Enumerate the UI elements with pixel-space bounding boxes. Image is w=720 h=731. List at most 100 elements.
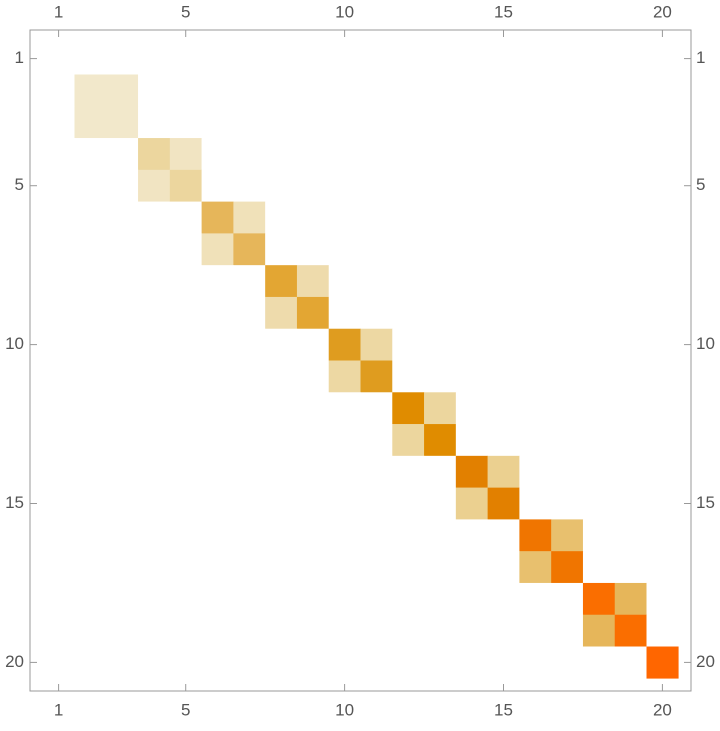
cell: [360, 296, 393, 330]
y-tick-label: 1: [696, 48, 705, 67]
cell: [296, 42, 330, 75]
cell: [296, 455, 330, 488]
cell: [74, 646, 107, 679]
cell: [74, 519, 107, 552]
cell: [582, 424, 616, 457]
cell: [106, 614, 139, 647]
cell: [392, 296, 425, 330]
cell: [392, 42, 425, 75]
cell: [392, 582, 425, 616]
cell: [360, 360, 393, 393]
cell: [646, 487, 679, 520]
cell: [455, 138, 488, 171]
cell: [614, 582, 647, 616]
cell: [360, 582, 393, 616]
cell: [201, 582, 234, 616]
cell: [582, 551, 616, 584]
cell: [74, 138, 107, 171]
cell: [233, 138, 266, 171]
cell: [138, 646, 171, 679]
cell: [106, 487, 139, 520]
cell: [424, 233, 457, 266]
cell: [360, 265, 393, 298]
cell: [42, 74, 75, 107]
cell: [551, 265, 584, 298]
cell: [360, 201, 393, 234]
cell: [582, 646, 616, 679]
cell: [169, 296, 202, 330]
cell: [296, 392, 330, 425]
cell: [265, 646, 298, 679]
cell: [265, 392, 298, 425]
cell: [106, 360, 139, 393]
cell: [201, 233, 234, 266]
cell: [74, 233, 107, 266]
cell: [201, 646, 234, 679]
cell: [392, 455, 425, 488]
cell: [265, 74, 298, 107]
cell: [106, 424, 139, 457]
cell: [551, 487, 584, 520]
cell: [296, 138, 330, 171]
cell: [646, 455, 679, 488]
cell: [74, 392, 107, 425]
cell: [424, 392, 457, 425]
cell: [455, 582, 488, 616]
cell: [106, 233, 139, 266]
cell: [487, 614, 520, 647]
cell: [233, 582, 266, 616]
cell: [582, 614, 616, 647]
cell: [519, 42, 552, 75]
cell: [614, 42, 647, 75]
cell: [328, 519, 361, 552]
cell: [614, 487, 647, 520]
cell: [233, 424, 266, 457]
cell: [424, 265, 457, 298]
cell: [519, 614, 552, 647]
cell: [106, 265, 139, 298]
cell: [487, 233, 520, 266]
frame: [29, 29, 692, 692]
cell: [296, 487, 330, 520]
cell: [455, 487, 488, 520]
x-tick-label: 10: [335, 700, 354, 719]
cell: [519, 296, 552, 330]
y-tick-label: 15: [696, 493, 715, 512]
cell: [74, 424, 107, 457]
cell: [138, 392, 171, 425]
cell: [74, 265, 107, 298]
y-tick-label: 20: [5, 652, 24, 671]
cell: [42, 582, 75, 616]
cell: [455, 424, 488, 457]
cell: [265, 42, 298, 75]
cell: [328, 551, 361, 584]
cell: [424, 201, 457, 234]
cell: [487, 360, 520, 393]
cell: [74, 106, 107, 139]
cell: [551, 646, 584, 679]
cell: [265, 519, 298, 552]
cell: [614, 646, 647, 679]
cell: [392, 74, 425, 107]
cell: [646, 582, 679, 616]
cell: [233, 360, 266, 393]
x-tick-label: 15: [494, 2, 513, 21]
cell: [328, 74, 361, 107]
cell: [265, 614, 298, 647]
cell: [646, 519, 679, 552]
cell: [424, 42, 457, 75]
cell: [265, 360, 298, 393]
x-tick-label: 20: [653, 700, 672, 719]
cell: [42, 169, 75, 202]
cell: [614, 392, 647, 425]
cell: [138, 614, 171, 647]
cell: [487, 455, 520, 488]
cell: [74, 169, 107, 202]
cell: [392, 424, 425, 457]
cell: [582, 201, 616, 234]
cell: [328, 201, 361, 234]
cell: [328, 424, 361, 457]
cell: [551, 519, 584, 552]
cell: [201, 614, 234, 647]
